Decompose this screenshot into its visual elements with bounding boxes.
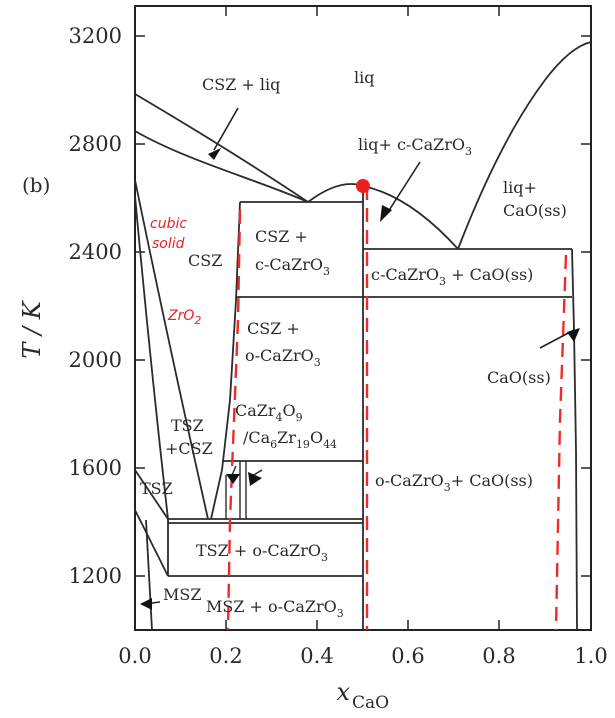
annotation-zro2: ZrO2 (167, 308, 201, 327)
label-csz: CSZ (188, 251, 222, 270)
x-axis-subscript: CaO (352, 693, 389, 713)
x-axis-title: x (336, 678, 350, 706)
label-liq: liq (354, 68, 374, 87)
hand-annotations: cubic solid ZrO2 (150, 179, 568, 631)
x-tick-labels: 0.0 0.2 0.4 0.6 0.8 1.0 (118, 644, 607, 668)
y-tick-label: 2400 (69, 240, 122, 264)
panel-label: (b) (22, 173, 50, 197)
y-ticks (135, 35, 591, 577)
x-tick-label: 0.2 (209, 644, 242, 668)
label-msz-o: MSZ + o-CaZrO3 (206, 597, 344, 620)
arrow-head (248, 472, 262, 486)
label-cao-ss: CaO(ss) (487, 368, 551, 387)
y-tick-label: 2000 (69, 348, 122, 372)
y-tick-label: 3200 (69, 24, 122, 48)
label-liq-c-cazro3: liq+ c-CaZrO3 (358, 135, 472, 158)
label-o-cao: o-CaZrO3+ CaO(ss) (375, 471, 533, 494)
label-cazr4o9: CaZr4O9 (235, 401, 303, 424)
y-tick-labels: 3200 2800 2400 2000 1600 1200 (69, 24, 122, 588)
x-tick-label: 0.4 (300, 644, 333, 668)
csz-solvus-left (134, 179, 209, 520)
y-axis-title: T / K (18, 299, 46, 358)
x-tick-label: 0.0 (118, 644, 151, 668)
liquidus-cao (457, 41, 592, 250)
csz-solvus-right (210, 201, 241, 520)
label-csz-c-2: c-CaZrO3 (255, 255, 330, 278)
x-tick-label: 0.6 (391, 644, 424, 668)
label-tsz-o: TSZ + o-CaZrO3 (196, 541, 328, 564)
marker-point (356, 179, 370, 193)
label-c-cao: c-CaZrO3 + CaO(ss) (371, 265, 533, 288)
tsz-msz-boundary-a (134, 509, 169, 577)
arrow-head (380, 205, 392, 222)
label-liq-cao-2: CaO(ss) (503, 201, 567, 220)
pointer-arrows (140, 107, 580, 610)
liquidus-csz-upper (134, 93, 309, 203)
arrow-head (208, 148, 221, 160)
label-csz-liq: CSZ + liq (202, 75, 280, 94)
x-ticks (225, 6, 500, 630)
arrow-head (567, 328, 580, 342)
cao-solvus (571, 248, 578, 631)
arrow-head (226, 474, 240, 484)
label-csz-c-1: CSZ + (255, 227, 308, 246)
tsz-csz-boundary (134, 195, 169, 520)
red-dashed-line-1 (226, 209, 242, 631)
tsz-msz-boundary-b (134, 469, 169, 520)
label-tsz: TSZ (140, 479, 173, 498)
y-tick-label: 1200 (69, 564, 122, 588)
y-tick-label: 2800 (69, 132, 122, 156)
arrow-head (140, 598, 152, 610)
phase-boundaries (134, 41, 592, 631)
label-csz-o-1: CSZ + (247, 319, 300, 338)
label-msz: MSZ (163, 585, 201, 604)
x-tick-label: 0.8 (482, 644, 515, 668)
annotation-cubic: cubic (150, 216, 187, 232)
red-dashed-line-3 (554, 254, 568, 631)
x-tick-label: 1.0 (574, 644, 607, 668)
label-ca6zr19o44: /Ca6Zr19O44 (243, 428, 337, 451)
msz-boundary (145, 519, 153, 631)
label-csz-o-2: o-CaZrO3 (245, 346, 321, 369)
label-liq-cao-1: liq+ (503, 178, 537, 197)
region-labels: CSZ + liq liq liq+ c-CaZrO3 liq+ CaO(ss)… (140, 68, 567, 620)
liquidus-csz-lower (134, 130, 309, 203)
y-tick-label: 1600 (69, 456, 122, 480)
label-tsz-csz-1: TSZ (171, 416, 204, 435)
label-tsz-csz-2: +CSZ (165, 439, 213, 458)
annotation-solid: solid (152, 236, 185, 252)
